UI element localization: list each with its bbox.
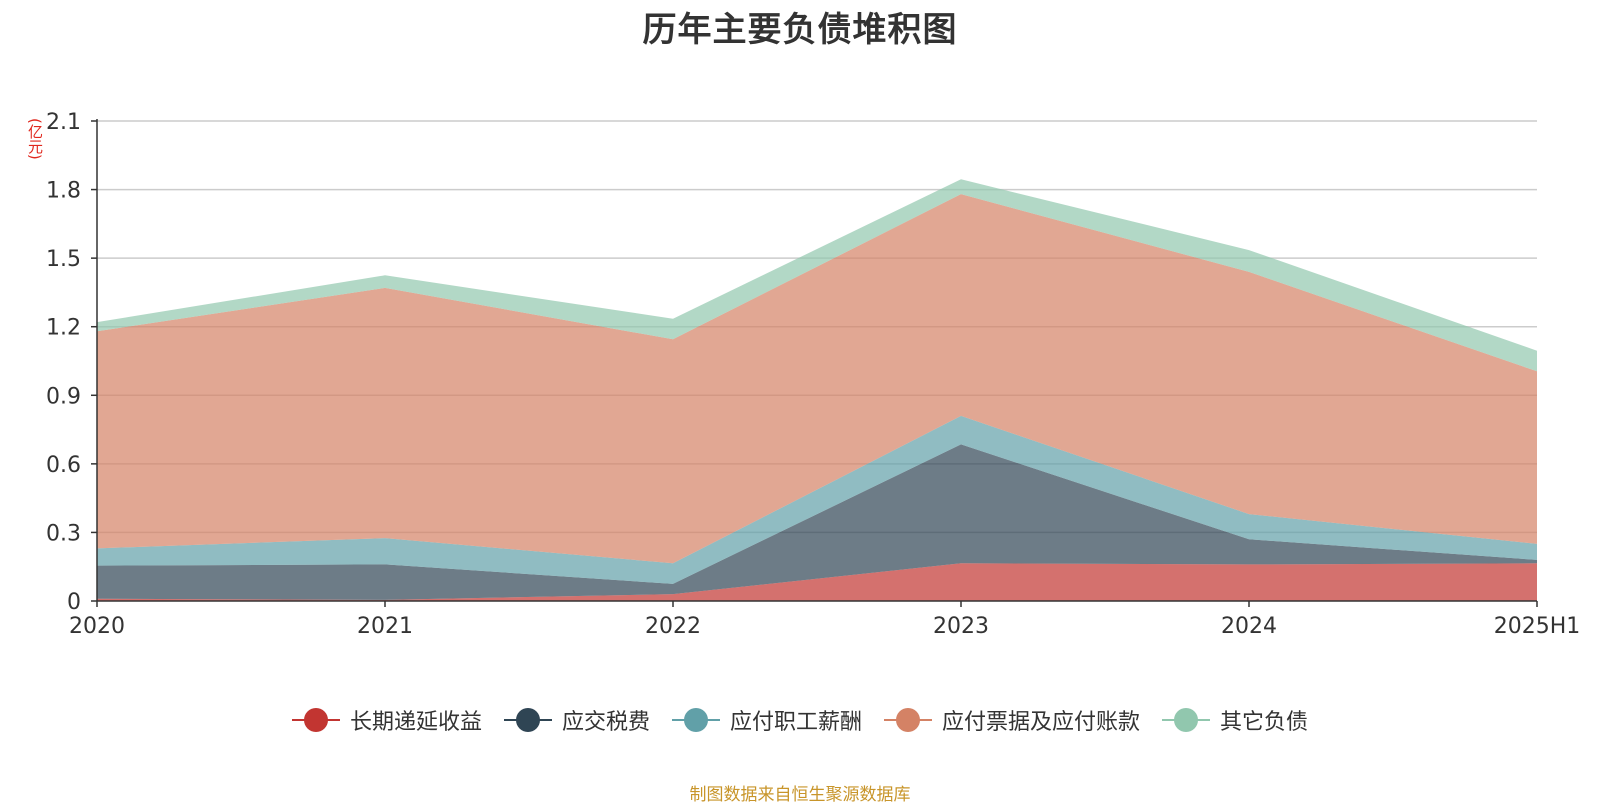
- legend-dot-icon: [896, 708, 920, 732]
- legend-label: 其它负债: [1220, 704, 1308, 736]
- x-tick-label: 2022: [645, 614, 701, 639]
- y-tick-label: 1.8: [46, 179, 81, 204]
- legend-item[interactable]: 应付职工薪酬: [672, 704, 862, 736]
- stacked-area-chart: 0 0.3 0.6 0.9 1.2 1.5 1.8 2.1 2020 2021 2022 2023 20…: [0, 0, 1600, 700]
- x-tick-label: 2023: [933, 614, 989, 639]
- legend-swatch-icon: [504, 708, 552, 732]
- y-tick-label: 0.6: [46, 453, 81, 478]
- legend-label: 应付职工薪酬: [730, 704, 862, 736]
- x-tick-label: 2020: [69, 614, 125, 639]
- legend-item[interactable]: 应付票据及应付账款: [884, 704, 1140, 736]
- y-tick-label: 0.3: [46, 521, 81, 546]
- y-tick-label: 2.1: [46, 110, 81, 135]
- y-tick-label: 1.5: [46, 247, 81, 272]
- legend-swatch-icon: [884, 708, 932, 732]
- legend-dot-icon: [516, 708, 540, 732]
- series-areas: [97, 179, 1537, 601]
- legend-swatch-icon: [672, 708, 720, 732]
- x-tick-label: 2021: [357, 614, 413, 639]
- source-note: 制图数据来自恒生聚源数据库: [0, 780, 1600, 805]
- legend-dot-icon: [1174, 708, 1198, 732]
- legend-item[interactable]: 其它负债: [1162, 704, 1308, 736]
- legend-label: 长期递延收益: [350, 704, 482, 736]
- y-tick-label: 0.9: [46, 384, 81, 409]
- x-tick-label: 2024: [1221, 614, 1277, 639]
- legend-label: 应交税费: [562, 704, 650, 736]
- legend-dot-icon: [684, 708, 708, 732]
- legend-swatch-icon: [1162, 708, 1210, 732]
- y-tick-label: 0: [67, 590, 81, 615]
- legend-label: 应付票据及应付账款: [942, 704, 1140, 736]
- legend-dot-icon: [304, 708, 328, 732]
- legend-item[interactable]: 应交税费: [504, 704, 650, 736]
- legend-item[interactable]: 长期递延收益: [292, 704, 482, 736]
- legend-swatch-icon: [292, 708, 340, 732]
- legend: 长期递延收益 应交税费 应付职工薪酬 应付票据及应付账款 其它负债: [0, 704, 1600, 736]
- x-tick-label: 2025H1: [1494, 614, 1581, 639]
- y-tick-label: 1.2: [46, 316, 81, 341]
